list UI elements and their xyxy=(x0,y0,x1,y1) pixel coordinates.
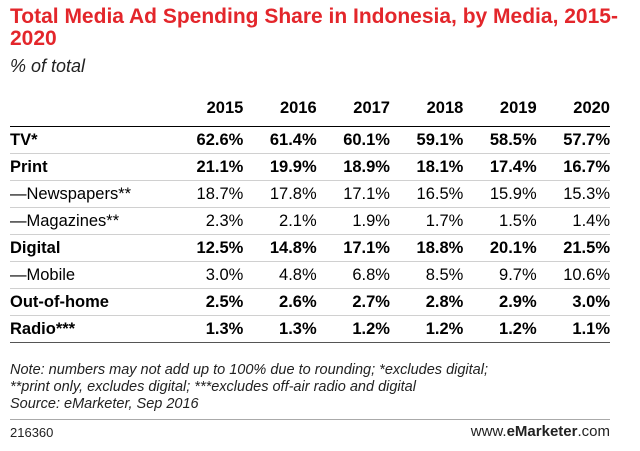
value-cell: 17.8% xyxy=(243,180,317,208)
column-header: 2018 xyxy=(389,91,464,127)
value-cell: 12.5% xyxy=(170,234,244,262)
value-cell: 1.5% xyxy=(463,207,537,235)
value-cell: 8.5% xyxy=(389,261,464,289)
chart-id: 216360 xyxy=(10,425,54,440)
table-row: Out-of-home 2.5% 2.6% 2.7% 2.8% 2.9% 3.0% xyxy=(10,288,610,316)
value-cell: 1.2% xyxy=(316,315,390,343)
column-header: 2019 xyxy=(463,91,537,127)
value-cell: 17.1% xyxy=(316,234,390,262)
value-cell: 1.3% xyxy=(170,315,244,343)
row-label: —Mobile xyxy=(10,261,170,289)
header-label-cell xyxy=(10,91,170,127)
value-cell: 15.3% xyxy=(536,180,610,208)
value-cell: 15.9% xyxy=(463,180,537,208)
header-row: 2015 2016 2017 2018 2019 2020 xyxy=(10,91,610,127)
value-cell: 9.7% xyxy=(463,261,537,289)
value-cell: 2.1% xyxy=(243,207,317,235)
value-cell: 2.7% xyxy=(316,288,390,316)
value-cell: 59.1% xyxy=(389,126,464,154)
value-cell: 1.2% xyxy=(389,315,464,343)
table-row: —Newspapers** 18.7% 17.8% 17.1% 16.5% 15.9% 15… xyxy=(10,180,610,208)
value-cell: 2.5% xyxy=(170,288,244,316)
row-label: —Magazines** xyxy=(10,207,170,235)
value-cell: 18.1% xyxy=(389,153,464,181)
value-cell: 16.5% xyxy=(389,180,464,208)
value-cell: 20.1% xyxy=(463,234,537,262)
table-row: TV* 62.6% 61.4% 60.1% 59.1% 58.5% 57.7% xyxy=(10,126,610,154)
value-cell: 60.1% xyxy=(316,126,390,154)
brand-logo: www.eMarketer.com xyxy=(471,423,610,440)
chart-title: Total Media Ad Spending Share in Indones… xyxy=(10,5,618,50)
value-cell: 2.8% xyxy=(389,288,464,316)
value-cell: 18.8% xyxy=(389,234,464,262)
column-header: 2017 xyxy=(316,91,390,127)
value-cell: 14.8% xyxy=(243,234,317,262)
brand-name: eMarketer xyxy=(506,423,578,440)
column-header: 2015 xyxy=(170,91,244,127)
data-table: 2015 2016 2017 2018 2019 2020 TV* 62.6% 61… xyxy=(10,91,610,343)
value-cell: 4.8% xyxy=(243,261,317,289)
value-cell: 21.1% xyxy=(170,153,244,181)
value-cell: 1.3% xyxy=(243,315,317,343)
chart-note: Note: numbers may not add up to 100% due… xyxy=(10,362,630,413)
row-label: Radio*** xyxy=(10,315,170,343)
value-cell: 2.6% xyxy=(243,288,317,316)
value-cell: 3.0% xyxy=(536,288,610,316)
row-label: TV* xyxy=(10,126,170,154)
column-header: 2016 xyxy=(243,91,317,127)
value-cell: 2.9% xyxy=(463,288,537,316)
value-cell: 3.0% xyxy=(170,261,244,289)
note-line: Note: numbers may not add up to 100% due… xyxy=(10,362,488,378)
value-cell: 19.9% xyxy=(243,153,317,181)
table-row: —Magazines** 2.3% 2.1% 1.9% 1.7% 1.5% 1.4% xyxy=(10,207,610,235)
value-cell: 2.3% xyxy=(170,207,244,235)
value-cell: 62.6% xyxy=(170,126,244,154)
value-cell: 1.7% xyxy=(389,207,464,235)
footer-divider xyxy=(10,419,610,420)
value-cell: 18.9% xyxy=(316,153,390,181)
chart-subtitle: % of total xyxy=(10,56,86,76)
value-cell: 17.4% xyxy=(463,153,537,181)
source-line: Source: eMarketer, Sep 2016 xyxy=(10,396,199,412)
value-cell: 57.7% xyxy=(536,126,610,154)
brand-prefix: www. xyxy=(470,423,507,440)
value-cell: 58.5% xyxy=(463,126,537,154)
brand-suffix: .com xyxy=(577,423,610,440)
value-cell: 6.8% xyxy=(316,261,390,289)
table-row: Digital 12.5% 14.8% 17.1% 18.8% 20.1% 21.5% xyxy=(10,234,610,262)
table-row: Radio*** 1.3% 1.3% 1.2% 1.2% 1.2% 1.1% xyxy=(10,315,610,343)
value-cell: 10.6% xyxy=(536,261,610,289)
value-cell: 17.1% xyxy=(316,180,390,208)
value-cell: 18.7% xyxy=(170,180,244,208)
value-cell: 1.1% xyxy=(536,315,610,343)
value-cell: 61.4% xyxy=(243,126,317,154)
note-line: **print only, excludes digital; ***exclu… xyxy=(10,379,416,395)
table-row: —Mobile 3.0% 4.8% 6.8% 8.5% 9.7% 10.6% xyxy=(10,261,610,289)
row-label: Print xyxy=(10,153,170,181)
row-label: Digital xyxy=(10,234,170,262)
value-cell: 16.7% xyxy=(536,153,610,181)
value-cell: 1.4% xyxy=(536,207,610,235)
value-cell: 1.9% xyxy=(316,207,390,235)
value-cell: 1.2% xyxy=(463,315,537,343)
value-cell: 21.5% xyxy=(536,234,610,262)
row-label: Out-of-home xyxy=(10,288,170,316)
row-label: —Newspapers** xyxy=(10,180,170,208)
column-header: 2020 xyxy=(536,91,610,127)
table-row: Print 21.1% 19.9% 18.9% 18.1% 17.4% 16.7% xyxy=(10,153,610,181)
